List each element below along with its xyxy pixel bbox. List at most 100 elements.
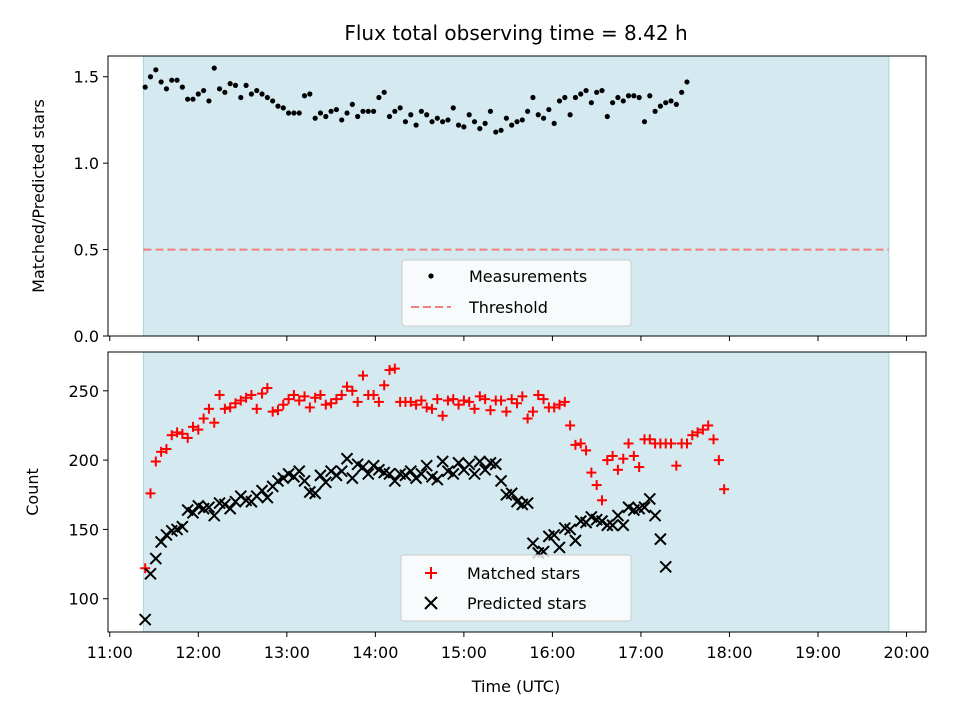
measurement-point [477, 125, 483, 132]
matched-star-point [272, 405, 283, 416]
matched-star-point [586, 467, 597, 478]
measurement-point [567, 112, 573, 118]
measurement-point [402, 119, 409, 125]
matched-star-point [437, 410, 448, 421]
matched-star-point [607, 450, 618, 461]
top-panel-ratio: 0.0 0.5 1.0 1.5 Matched/Predicted stars Mea… [29, 55, 927, 346]
measurement-point [514, 119, 520, 125]
matched-star-point [453, 399, 464, 410]
matched-star-point [326, 398, 337, 409]
predicted-star-point [431, 473, 444, 486]
measurement-point [540, 115, 547, 121]
bottom-panel-legend: Matched stars Predicted stars [400, 554, 632, 622]
matched-star-point [156, 446, 167, 457]
measurement-point [440, 119, 446, 125]
matched-star-point [442, 395, 453, 406]
matched-star-point [713, 455, 724, 466]
measurement-point [647, 93, 653, 99]
predicted-star-point [643, 492, 656, 506]
matched-star-point [623, 438, 634, 449]
chart-title: Flux total observing time = 8.42 h [344, 21, 687, 45]
measurement-point [264, 94, 270, 101]
top-panel-y-label: Matched/Predicted stars [29, 99, 48, 293]
predicted-star-point [447, 467, 460, 481]
predicted-star-point [462, 458, 476, 471]
predicted-star-point [436, 455, 449, 468]
matched-star-point [310, 392, 321, 403]
measurement-point [360, 108, 366, 114]
matched-star-point [246, 389, 257, 400]
measurement-point [556, 98, 563, 104]
matched-star-point [214, 389, 225, 400]
matched-star-point [559, 396, 570, 407]
matched-star-point [373, 396, 384, 407]
matched-star-point [421, 402, 432, 413]
measurement-point [450, 105, 456, 111]
matched-star-point [628, 450, 639, 461]
predicted-star-point [208, 509, 221, 522]
predicted-star-point [298, 474, 311, 488]
measurement-point [147, 74, 154, 80]
measurement-point [408, 112, 414, 118]
measurement-point [615, 94, 621, 101]
measurement-point [376, 94, 382, 101]
measurement-point [386, 113, 393, 120]
y-tick-label: 200 [68, 451, 99, 470]
matched-star-point [692, 427, 703, 438]
measurement-point [158, 79, 164, 85]
x-tick-label: 13:00 [264, 643, 310, 662]
predicted-star-point [144, 567, 157, 580]
predicted-star-point [340, 452, 354, 465]
predicted-star-point [478, 463, 492, 477]
x-tick-label: 15:00 [441, 643, 487, 662]
matched-star-point [405, 396, 416, 407]
x-tick-label: 16:00 [529, 643, 575, 662]
matched-star-point [161, 444, 172, 455]
matched-star-point [251, 403, 262, 414]
matched-star-point [357, 370, 368, 381]
measurement-point [636, 94, 642, 101]
measurement-point [641, 119, 648, 125]
predicted-star-point [547, 528, 561, 542]
matched-star-point [549, 402, 560, 413]
measurement-point [174, 77, 180, 83]
matched-star-point [299, 391, 310, 402]
predicted-star-point [202, 501, 216, 514]
measurement-point [285, 110, 292, 116]
predicted-star-point [659, 560, 672, 574]
y-tick-label: 1.5 [74, 68, 99, 87]
measurement-point [509, 122, 515, 128]
matched-star-point [368, 389, 379, 400]
measurement-point [487, 108, 494, 114]
predicted-star-point [255, 484, 269, 497]
predicted-star-point [648, 509, 662, 522]
measurement-point [254, 87, 260, 94]
matched-star-point [644, 434, 655, 445]
x-tick-label: 19:00 [795, 643, 841, 662]
measurement-point [392, 108, 398, 114]
measurement-point [142, 84, 148, 90]
measurement-point [455, 122, 462, 128]
y-tick-label: 0.5 [74, 241, 99, 260]
y-tick-label: 150 [68, 520, 99, 539]
matched-star-point [581, 445, 592, 456]
predicted-star-point [606, 519, 619, 532]
predicted-star-point [638, 501, 651, 514]
measurement-point [328, 108, 334, 114]
measurement-point [551, 120, 557, 127]
measurement-point [610, 100, 616, 106]
bottom-panel-y-ticks: 100 150 200 250 [68, 382, 108, 609]
matched-star-point [182, 432, 193, 443]
measurement-point [153, 67, 159, 73]
matched-star-point [708, 434, 719, 445]
measurement-point [482, 120, 488, 127]
measurement-point [572, 94, 579, 101]
legend-x-marker [424, 596, 438, 610]
measurement-point [232, 82, 239, 88]
predicted-star-point [494, 474, 508, 488]
matched-star-point [187, 421, 198, 432]
measurement-point [583, 87, 589, 94]
matched-star-point [203, 403, 214, 414]
measurement-point [370, 108, 377, 114]
predicted-star-point [314, 469, 327, 482]
